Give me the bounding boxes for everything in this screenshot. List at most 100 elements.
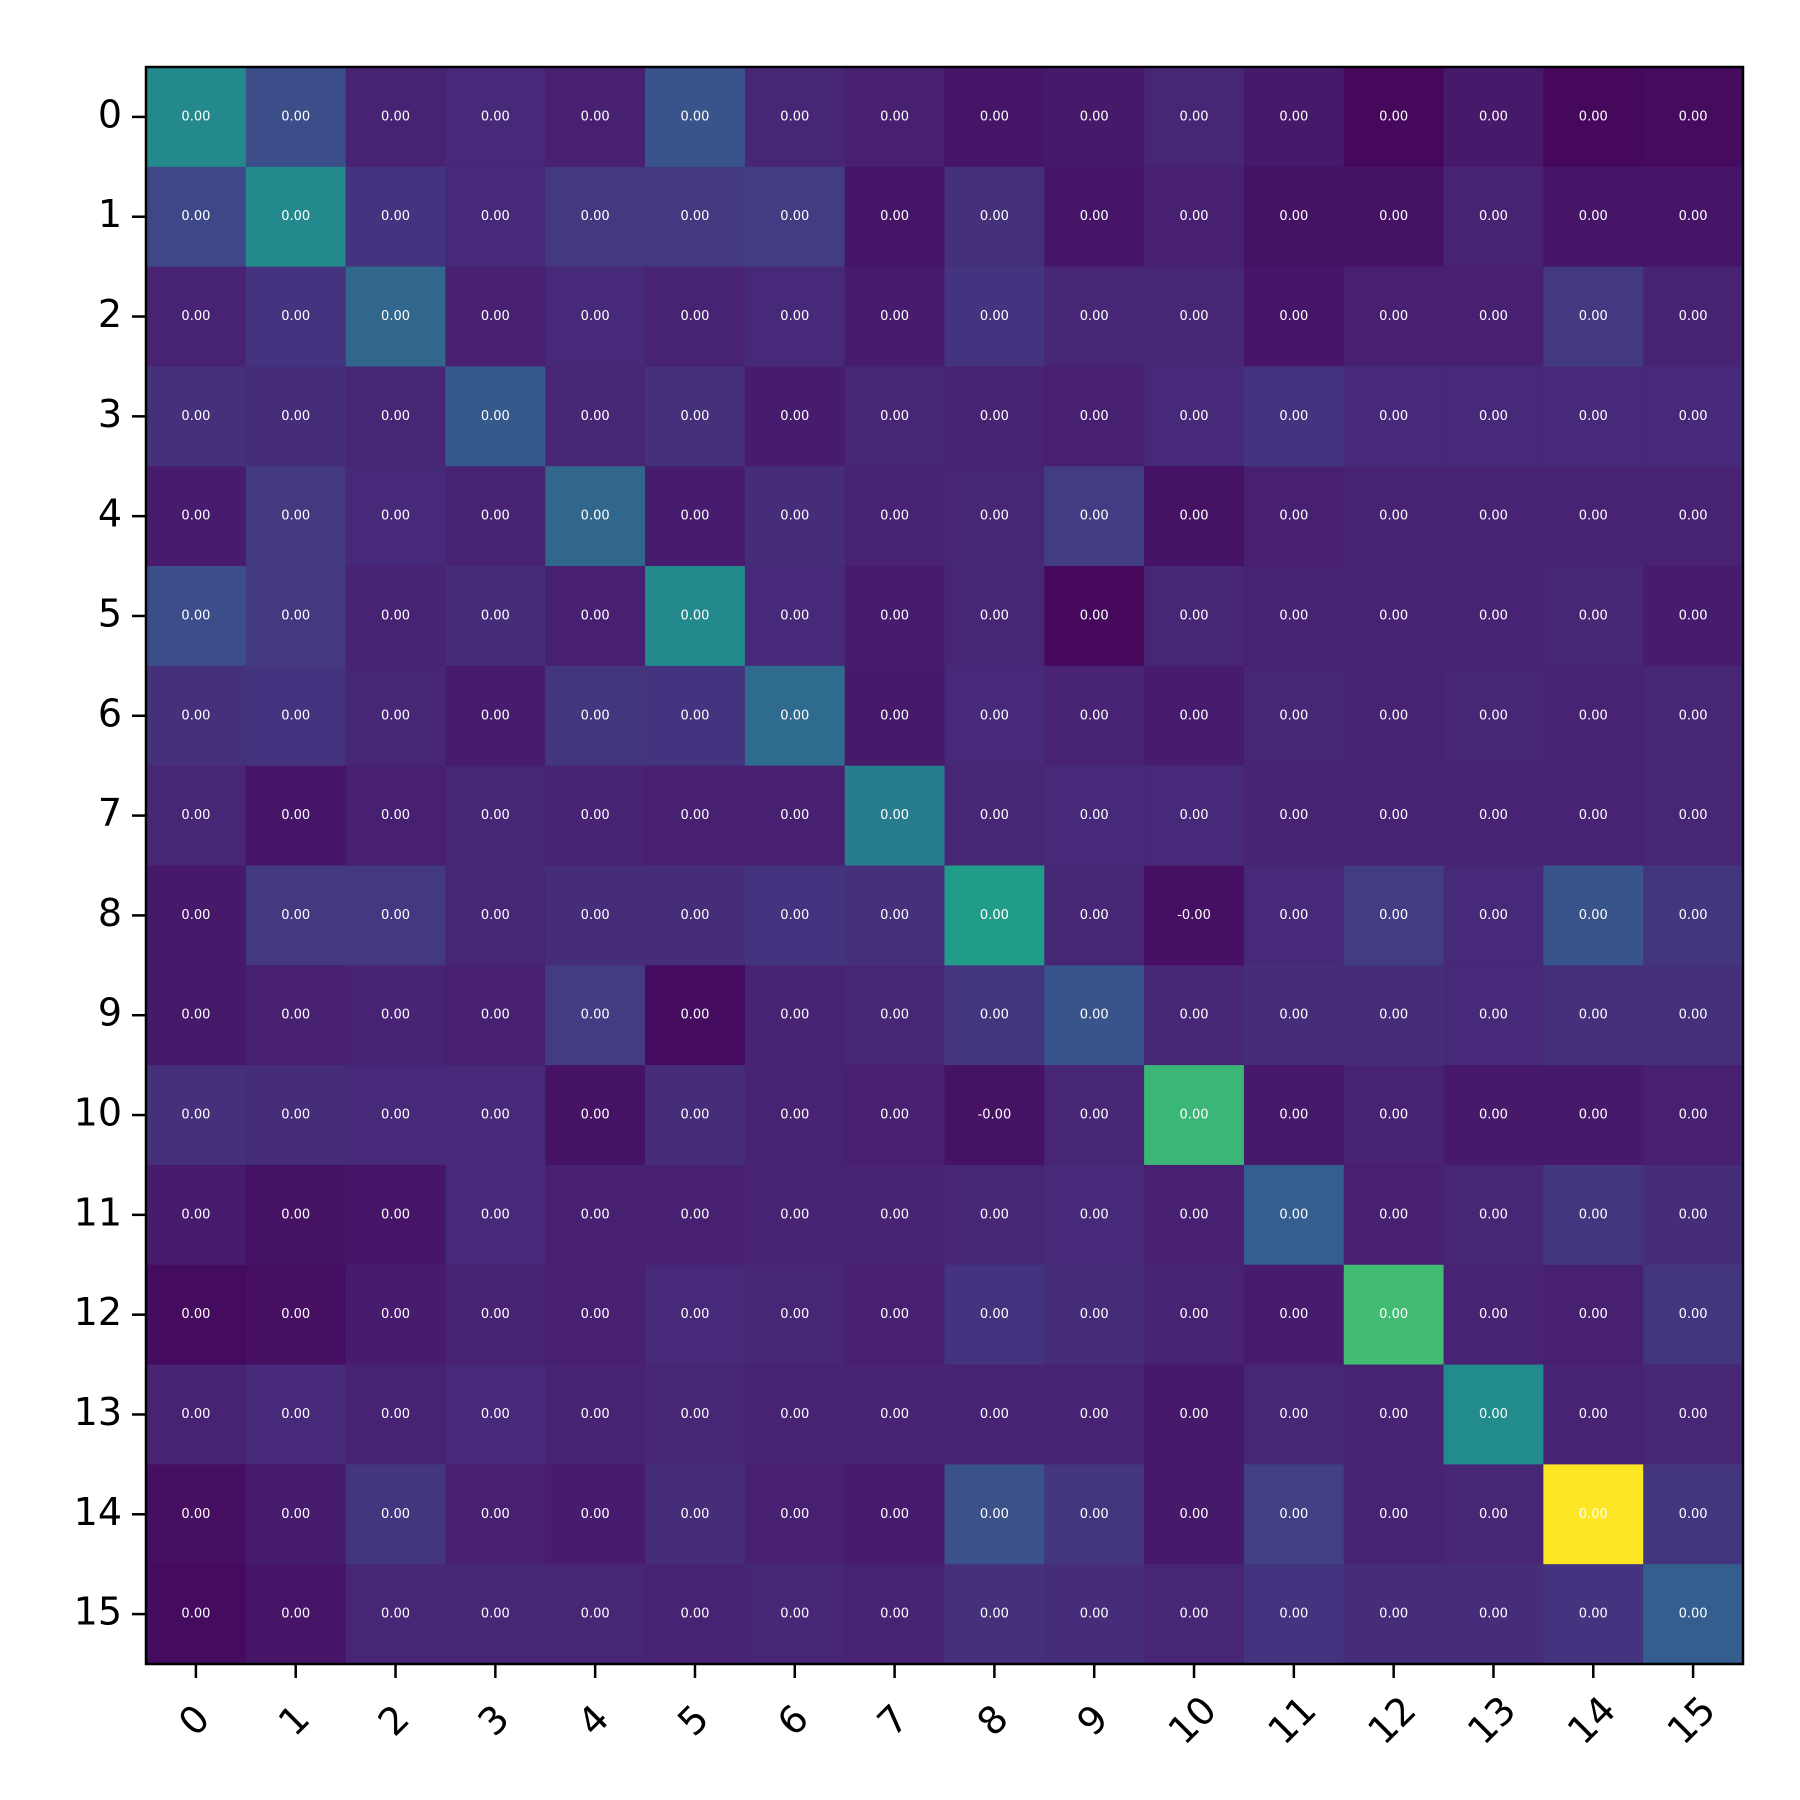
cell-value-label: 0.00	[1180, 808, 1209, 823]
heatmap-cell	[1044, 765, 1145, 867]
heatmap-cell	[744, 965, 846, 1066]
heatmap-cell	[1044, 665, 1145, 767]
cell-value-label: 0.00	[381, 908, 410, 923]
cell-value-label: 0.00	[1080, 1108, 1109, 1123]
cell-value-label: 0.00	[680, 109, 709, 124]
heatmap-cell	[1044, 1564, 1145, 1665]
heatmap-cell	[245, 665, 347, 767]
cell-value-label: 0.00	[780, 1407, 809, 1422]
heatmap-cell	[744, 1564, 846, 1665]
heatmap-cell	[545, 67, 646, 168]
heatmap-cell	[744, 566, 846, 667]
heatmap-cell-labels: 0.00 0.00 0.00 0.00 0.00 0.00 0.00 0.00 0.00 0.00…	[181, 109, 1707, 1621]
cell-value-label: 0.00	[1679, 1108, 1708, 1123]
cell-value-label: 0.00	[1279, 109, 1308, 124]
heatmap-cell	[1443, 965, 1544, 1066]
cell-value-label: 0.00	[281, 1108, 310, 1123]
cell-value-label: 0.00	[1479, 309, 1508, 324]
y-tick-label: 6	[98, 691, 122, 735]
cell-value-label: 0.00	[481, 1507, 510, 1522]
cell-value-label: 0.00	[1180, 109, 1209, 124]
heatmap-cell	[345, 1364, 447, 1465]
cell-value-label: 0.00	[1679, 608, 1708, 623]
heatmap-cell	[1643, 366, 1744, 467]
cell-value-label: 0.00	[1379, 109, 1408, 124]
heatmap-cell	[645, 865, 746, 966]
heatmap-cell	[146, 665, 247, 767]
cell-value-label: 0.00	[581, 209, 610, 224]
cell-value-label: 0.00	[1080, 1008, 1109, 1023]
cell-value-label: 0.00	[880, 1207, 909, 1222]
cell-value-label: 0.00	[1479, 608, 1508, 623]
heatmap-cell	[1044, 266, 1145, 368]
cell-value-label: 0.00	[880, 209, 909, 224]
heatmap-cell	[1343, 67, 1445, 168]
cell-value-label: 0.00	[381, 1307, 410, 1322]
cell-value-label: 0.00	[880, 409, 909, 424]
cell-value-label: 0.00	[1379, 708, 1408, 723]
cell-value-label: 0.00	[780, 908, 809, 923]
cell-value-label: 0.00	[1679, 1607, 1708, 1622]
heatmap-cell	[445, 665, 546, 767]
heatmap-cell	[844, 1464, 946, 1565]
heatmap-cell	[345, 166, 447, 268]
heatmap-cell	[844, 1065, 946, 1166]
heatmap-cell	[1443, 67, 1544, 168]
cell-value-label: 0.00	[481, 808, 510, 823]
cell-value-label: 0.00	[381, 1008, 410, 1023]
heatmap-cell	[1443, 1564, 1544, 1665]
heatmap-cell	[146, 67, 247, 168]
cell-value-label: 0.00	[680, 908, 709, 923]
cell-value-label: 0.00	[581, 708, 610, 723]
cell-value-label: 0.00	[1279, 1407, 1308, 1422]
heatmap-cell	[1343, 266, 1445, 368]
heatmap-cell	[545, 166, 646, 268]
cell-value-label: 0.00	[780, 1008, 809, 1023]
cell-value-label: 0.00	[1379, 1607, 1408, 1622]
cell-value-label: 0.00	[1180, 1108, 1209, 1123]
cell-value-label: 0.00	[1579, 908, 1608, 923]
cell-value-label: 0.00	[581, 1407, 610, 1422]
heatmap-cell	[1443, 166, 1544, 268]
cell-value-label: 0.00	[880, 808, 909, 823]
heatmap-cell	[1243, 266, 1345, 368]
cell-value-label: -0.00	[1177, 908, 1211, 923]
cell-value-label: 0.00	[281, 1307, 310, 1322]
heatmap-cell	[345, 665, 447, 767]
heatmap-cell	[345, 1164, 447, 1266]
heatmap-cell	[844, 665, 946, 767]
heatmap-cell	[844, 1364, 946, 1465]
heatmap-cell	[1044, 1464, 1145, 1565]
heatmap-cell	[1543, 67, 1644, 168]
heatmap-cell	[1643, 665, 1744, 767]
y-tick-label: 2	[98, 292, 122, 336]
heatmap-cell	[1443, 665, 1544, 767]
cell-value-label: 0.00	[1080, 409, 1109, 424]
cell-value-label: 0.00	[181, 1507, 210, 1522]
cell-value-label: 0.00	[581, 1207, 610, 1222]
cell-value-label: 0.00	[1479, 1108, 1508, 1123]
cell-value-label: 0.00	[1579, 209, 1608, 224]
heatmap-cell	[445, 266, 546, 368]
heatmap-cell	[245, 566, 347, 667]
cell-value-label: 0.00	[1080, 1607, 1109, 1622]
cell-value-label: 0.00	[1379, 409, 1408, 424]
cell-value-label: 0.00	[181, 309, 210, 324]
heatmap-cell	[545, 1264, 646, 1366]
cell-value-label: 0.00	[980, 808, 1009, 823]
cell-value-label: 0.00	[1080, 309, 1109, 324]
cell-value-label: 0.00	[481, 309, 510, 324]
heatmap-cell	[944, 266, 1045, 368]
heatmap-cell	[944, 1364, 1045, 1465]
cell-value-label: 0.00	[1379, 1008, 1408, 1023]
y-tick-label: 5	[98, 591, 122, 635]
cell-value-label: 0.00	[780, 309, 809, 324]
cell-value-label: 0.00	[680, 409, 709, 424]
cell-value-label: 0.00	[1180, 1407, 1209, 1422]
heatmap-cell	[245, 965, 347, 1066]
heatmap-cell	[1343, 965, 1445, 1066]
heatmap-cell	[146, 1364, 247, 1465]
heatmap-cell	[944, 67, 1045, 168]
heatmap-cell	[1044, 965, 1145, 1066]
cell-value-label: 0.00	[1379, 608, 1408, 623]
